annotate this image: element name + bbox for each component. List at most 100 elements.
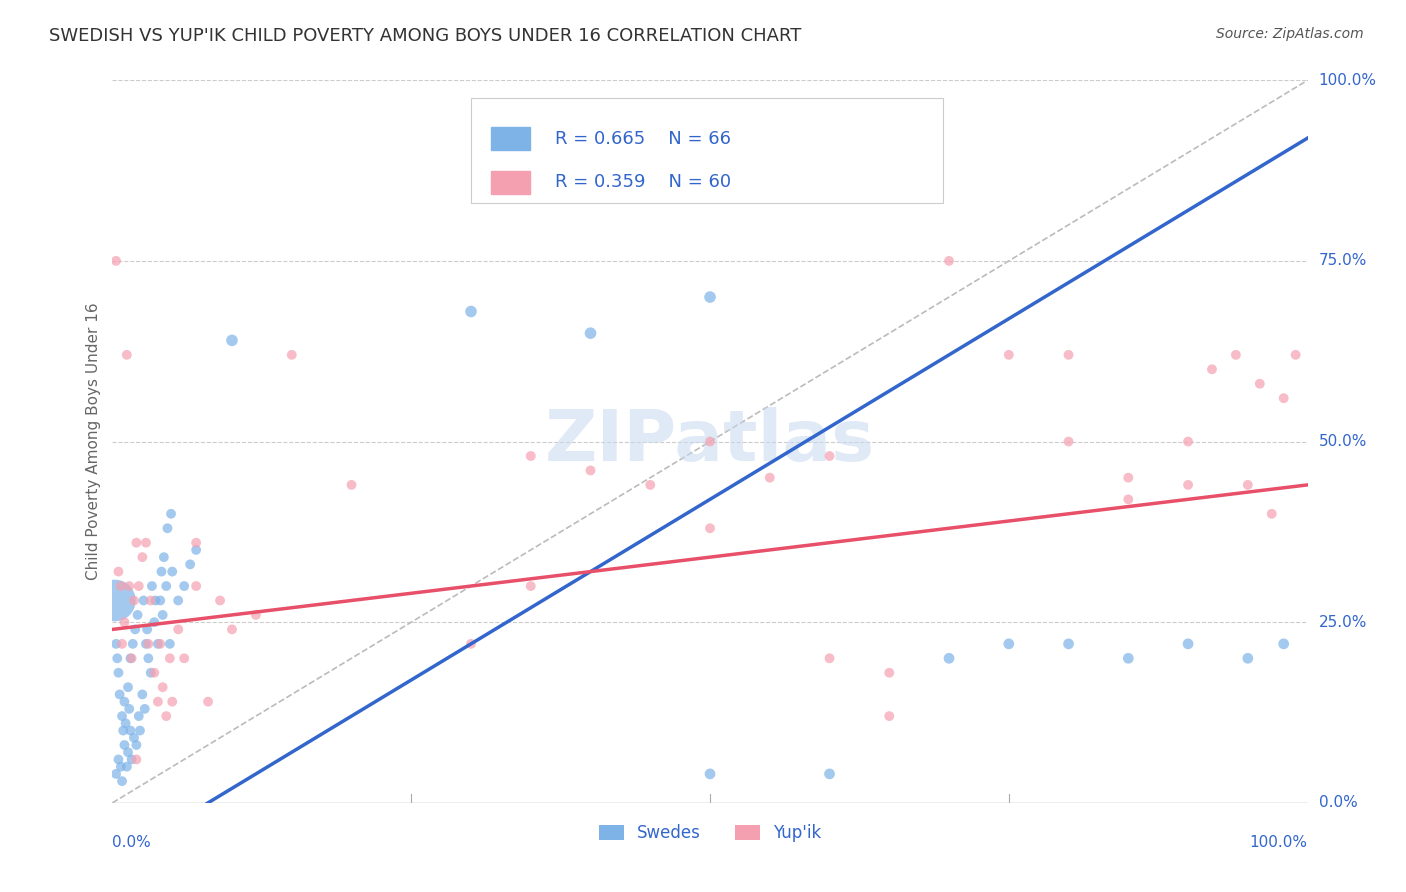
Point <box>125 738 148 752</box>
Point <box>197 695 219 709</box>
Point <box>245 607 267 622</box>
Bar <box>491 171 530 194</box>
Point <box>640 478 662 492</box>
Point <box>160 507 183 521</box>
Y-axis label: Child Poverty Among Boys Under 16: Child Poverty Among Boys Under 16 <box>86 302 101 581</box>
Point <box>127 607 149 622</box>
Point <box>145 593 167 607</box>
Point <box>1118 651 1140 665</box>
Point <box>110 760 132 774</box>
Point <box>879 665 901 680</box>
Point <box>125 752 148 766</box>
Point <box>132 593 155 607</box>
Point <box>1285 348 1308 362</box>
Point <box>156 521 179 535</box>
Point <box>122 731 145 745</box>
Point <box>603 110 626 124</box>
Point <box>162 565 183 579</box>
Point <box>146 695 169 709</box>
Text: 25.0%: 25.0% <box>1319 615 1367 630</box>
Point <box>699 767 721 781</box>
Point <box>143 615 166 630</box>
Point <box>125 535 148 549</box>
Point <box>1057 348 1080 362</box>
Point <box>1249 376 1271 391</box>
Bar <box>491 127 530 150</box>
Text: R = 0.665    N = 66: R = 0.665 N = 66 <box>554 129 731 147</box>
Point <box>114 738 135 752</box>
Point <box>579 463 602 477</box>
Point <box>111 709 134 723</box>
Point <box>110 579 132 593</box>
Point <box>1201 362 1223 376</box>
Point <box>1177 434 1199 449</box>
Point <box>1237 651 1260 665</box>
Point <box>173 651 195 665</box>
Point <box>1177 478 1199 492</box>
Point <box>149 637 172 651</box>
Text: 0.0%: 0.0% <box>1319 796 1357 810</box>
Point <box>139 593 162 607</box>
Point <box>128 579 150 593</box>
Point <box>112 723 135 738</box>
Point <box>159 637 181 651</box>
Point <box>155 579 177 593</box>
Point <box>121 752 143 766</box>
Point <box>167 623 190 637</box>
Text: SWEDISH VS YUP'IK CHILD POVERTY AMONG BOYS UNDER 16 CORRELATION CHART: SWEDISH VS YUP'IK CHILD POVERTY AMONG BO… <box>49 27 801 45</box>
Point <box>938 651 960 665</box>
Point <box>998 637 1021 651</box>
Point <box>173 579 195 593</box>
Point <box>111 774 134 789</box>
Point <box>818 449 841 463</box>
Text: 100.0%: 100.0% <box>1250 835 1308 850</box>
Point <box>759 470 782 484</box>
Point <box>1237 478 1260 492</box>
Text: 75.0%: 75.0% <box>1319 253 1367 268</box>
Point <box>460 304 482 318</box>
Point <box>115 760 138 774</box>
Point <box>121 651 143 665</box>
Point <box>186 535 208 549</box>
Text: R = 0.359    N = 60: R = 0.359 N = 60 <box>554 173 731 192</box>
Point <box>107 752 129 766</box>
Point <box>1272 391 1295 405</box>
Point <box>1057 637 1080 651</box>
Point <box>179 558 201 572</box>
Point <box>107 665 129 680</box>
Point <box>139 665 162 680</box>
Point <box>120 651 142 665</box>
Point <box>131 550 153 565</box>
Point <box>520 449 543 463</box>
Point <box>1118 470 1140 484</box>
Point <box>105 651 128 665</box>
Point <box>938 253 960 268</box>
Point <box>138 637 160 651</box>
Point <box>134 702 156 716</box>
Point <box>135 637 157 651</box>
Point <box>998 348 1021 362</box>
Legend: Swedes, Yup'ik: Swedes, Yup'ik <box>592 817 828 848</box>
Point <box>879 709 901 723</box>
Point <box>1118 492 1140 507</box>
Point <box>699 521 721 535</box>
FancyBboxPatch shape <box>471 98 943 203</box>
Point <box>340 478 363 492</box>
Point <box>146 637 169 651</box>
Point <box>460 637 482 651</box>
Text: 100.0%: 100.0% <box>1319 73 1376 87</box>
Text: 0.0%: 0.0% <box>112 835 152 850</box>
Point <box>1225 348 1247 362</box>
Point <box>131 687 153 701</box>
Point <box>108 687 131 701</box>
Point <box>794 182 817 196</box>
Point <box>1261 507 1284 521</box>
Point <box>114 716 136 731</box>
Point <box>114 615 135 630</box>
Point <box>135 535 157 549</box>
Point <box>124 623 146 637</box>
Point <box>209 593 232 607</box>
Point <box>118 579 141 593</box>
Point <box>1272 637 1295 651</box>
Point <box>152 680 174 694</box>
